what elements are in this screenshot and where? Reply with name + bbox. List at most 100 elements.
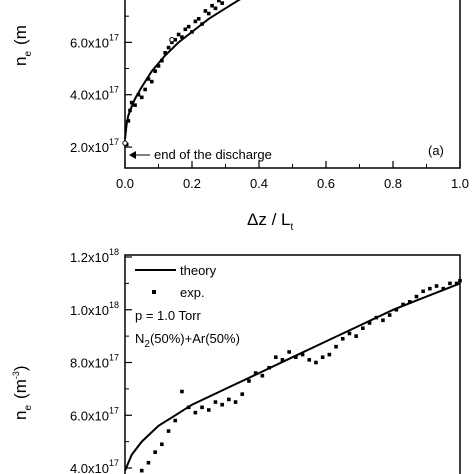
panel-a-x-tick-label: 0.2	[183, 176, 201, 191]
panel-b-exp-point	[153, 450, 157, 454]
panel-b-y-tick-mantissa: 4.0x10	[70, 461, 109, 474]
panel-a-x-axis-title: Δz / Lt	[247, 210, 293, 233]
panel-b-exp-point	[213, 400, 218, 404]
panel-b-exp-point	[454, 281, 459, 286]
panel-b-exp-point	[354, 334, 358, 338]
panel-b-exp-point	[273, 355, 278, 360]
panel-a-y-tick-mantissa: 4.0x10	[70, 88, 109, 103]
panel-a-y-tick-mantissa: 6.0x10	[70, 35, 109, 50]
panel-a-y-tick-label: 2.0x1017	[70, 137, 119, 155]
panel-b-exp-point	[347, 331, 352, 336]
panel-b-exp-point	[407, 300, 412, 304]
panel-a-series	[122, 0, 241, 147]
panel-b-exp-point	[401, 302, 405, 307]
panel-a-y-axis-title: ne (m	[11, 25, 34, 66]
panel-b-exp-point	[180, 389, 184, 394]
panel-b-y-tick-label: 6.0x1017	[70, 405, 119, 423]
panel-a-exp-point	[139, 95, 144, 100]
panel-b-exp-point	[287, 350, 291, 354]
panel-a-exp-point	[166, 45, 171, 50]
panel-a-exp-point	[183, 27, 188, 32]
panel-a-exp-point	[206, 11, 211, 16]
panel-a-y-tick-exponent: 17	[109, 137, 119, 147]
end-of-discharge-annotation: end of the discharge	[129, 147, 272, 162]
panel-a-y-axis-title-unit: (m	[11, 25, 30, 45]
legend-pressure-label: p = 1.0 Torr	[135, 308, 202, 323]
legend-gas-a: N	[135, 331, 144, 346]
panel-a-x-ticks: 0.0 0.2 0.4 0.6 0.8 1.0	[116, 161, 469, 191]
panel-a-x-tick-label: 0.8	[384, 176, 402, 191]
panel-b-exp-point	[260, 373, 265, 378]
panel-a-exp-point	[217, 0, 221, 3]
panel-a-exp-point	[150, 79, 154, 84]
panel-a-exp-point	[133, 103, 137, 107]
panel-a-frame	[124, 0, 461, 169]
panel-b-exp-point	[300, 352, 305, 357]
annotation-arrow-head	[129, 151, 136, 159]
panel-b-y-tick-exponent: 18	[109, 300, 119, 310]
panel-a-open-point	[169, 37, 175, 43]
panel-b-exp-point	[186, 405, 191, 410]
panel-b-y-tick-exponent: 17	[109, 405, 119, 415]
panel-a-exp-point	[210, 3, 214, 8]
panel-a-y-axis-title-sub: e	[23, 51, 34, 57]
panel-a-label: (a)	[428, 143, 444, 158]
panel-b-exp-point	[374, 315, 379, 320]
annotation-text: end of the discharge	[154, 147, 272, 162]
panel-b-exp-point	[247, 379, 251, 383]
panel-b-y-tick-exponent: 18	[109, 247, 119, 257]
panel-b-exp-point	[458, 278, 462, 283]
panel-b-exp-point	[280, 358, 285, 362]
panel-b-exp-point	[146, 460, 151, 465]
panel-b-exp-point	[227, 397, 231, 402]
panel-b-y-tick-mantissa: 1.0x10	[70, 303, 109, 318]
panel-b-exp-point	[240, 392, 245, 396]
legend-gas-b: (50%)+Ar(50%)	[150, 331, 240, 346]
panel-a-y-tick-exponent: 17	[109, 32, 119, 42]
panel-b-exp-point	[387, 313, 392, 317]
panel-b-series	[124, 278, 462, 473]
panel-a-exp-point	[196, 16, 201, 21]
panel-b-y-tick-label: 4.0x1017	[70, 458, 119, 474]
panel-a-x-tick-label: 0.6	[317, 176, 335, 191]
panel-a-exp-point	[176, 32, 181, 37]
panel-a-theory-line	[124, 0, 241, 140]
panel-a-exp-point	[153, 69, 157, 73]
panel-a-x-axis-title-sub: t	[290, 222, 293, 233]
panel-b-exp-point	[434, 284, 439, 288]
panel-b-exp-point	[327, 352, 332, 357]
panel-b-y-tick-exponent: 17	[109, 458, 119, 468]
panel-b-exp-point	[340, 336, 345, 341]
panel-b-y-tick-mantissa: 8.0x10	[70, 356, 109, 371]
panel-a-exp-point	[126, 119, 131, 123]
panel-b-legend: theory exp. p = 1.0 Torr N2(50%)+Ar(50%)	[135, 263, 240, 350]
panel-b-y-axis-title: ne (m-3)	[11, 365, 34, 420]
panel-b-theory-line	[124, 282, 461, 471]
panel-b-exp-point	[233, 400, 238, 404]
panel-a-exp-point	[220, 1, 224, 5]
panel-b-exp-point	[414, 294, 419, 299]
panel-b-y-tick-mantissa: 1.2x10	[70, 250, 109, 265]
panel-a-y-tick-exponent: 17	[109, 85, 119, 95]
panel-b-y-tick-exponent: 17	[109, 353, 119, 363]
panel-b-exp-point	[200, 405, 204, 410]
panel-a-exp-point	[160, 58, 164, 63]
panel-a-exp-point	[186, 24, 191, 29]
panel-b-exp-point	[267, 365, 271, 370]
panel-b-exp-point	[173, 418, 178, 423]
legend-exp-swatch	[152, 290, 156, 294]
panel-b-exp-point	[314, 360, 318, 365]
panel-a-exp-point	[163, 51, 167, 55]
panel-b-exp-point	[448, 281, 452, 286]
panel-a-y-tick-label: 4.0x1017	[70, 85, 119, 103]
panel-b-exp-point	[361, 326, 365, 331]
panel-a-exp-point	[203, 9, 208, 13]
panel-a-exp-point	[193, 19, 198, 24]
panel-a-exp-point	[136, 92, 141, 97]
panel-b-exp-point	[206, 408, 211, 412]
panel-b-y-tick-label: 1.0x1018	[70, 300, 119, 318]
panel-b-exp-point	[394, 307, 399, 312]
panel-a-open-point	[122, 140, 128, 146]
